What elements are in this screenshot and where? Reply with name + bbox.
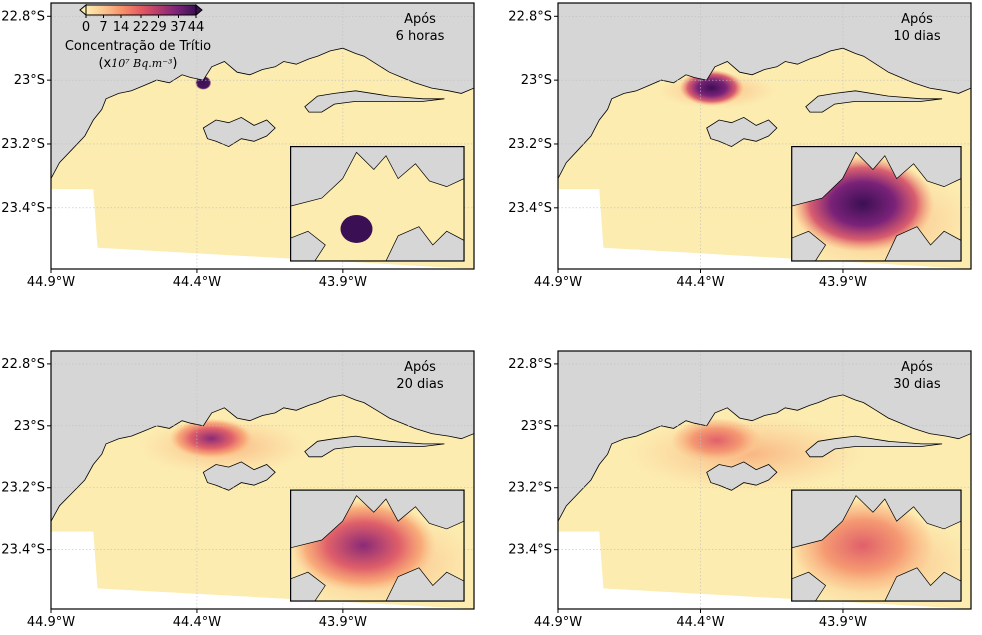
colorbar-tick-label: 14 bbox=[113, 20, 130, 35]
y-tick-label: 22.8°S bbox=[508, 9, 552, 24]
island bbox=[706, 116, 778, 148]
time-label-line1: Após bbox=[901, 360, 933, 375]
inset-zoom-map bbox=[791, 146, 962, 262]
colorbar-tick-label: 22 bbox=[133, 20, 150, 35]
y-tick-label: 23.4°S bbox=[508, 201, 552, 216]
time-label-line1: Após bbox=[404, 360, 436, 375]
panel-frame bbox=[50, 350, 475, 610]
map-panel-p3: Após 20 dias 22.8°S 23°S 23.2°S 23.4°S 44.9°W 4… bbox=[1, 350, 475, 630]
colorbar-right-extend bbox=[195, 3, 203, 17]
map-panel-p4: Após 30 dias 22.8°S 23°S 23.2°S 23.4°S 44.9°W 4… bbox=[508, 350, 972, 630]
x-tick-label: 44.4°W bbox=[173, 275, 221, 290]
inset-frame bbox=[290, 146, 465, 262]
x-tick-label: 43.9°W bbox=[819, 275, 867, 290]
inset-land bbox=[290, 230, 326, 261]
inset-plume bbox=[340, 214, 373, 243]
map-panel-p2: Após 10 dias 22.8°S 23°S 23.2°S 23.4°S 44.9°W 4… bbox=[508, 2, 972, 290]
sand-spit bbox=[304, 435, 445, 458]
y-tick-label: 23.4°S bbox=[1, 543, 45, 558]
island bbox=[202, 116, 276, 148]
x-tick-label: 43.9°W bbox=[319, 275, 367, 290]
x-tick-label: 43.9°W bbox=[819, 615, 867, 630]
inset-zoom-map bbox=[290, 489, 465, 602]
map-panel-p1: Após 6 horas 22.8°S 23°S 23.2°S 23.4°S 44.9°W 4… bbox=[1, 2, 475, 290]
y-tick-label: 23°S bbox=[14, 73, 45, 88]
inset-frame bbox=[791, 146, 962, 262]
y-tick-label: 23.4°S bbox=[1, 201, 45, 216]
colorbar-gradient bbox=[85, 4, 197, 16]
colorbar-tick-label: 7 bbox=[99, 20, 107, 35]
y-tick-label: 22.8°S bbox=[1, 9, 45, 24]
sand-spit bbox=[805, 435, 943, 458]
colorbar: 0 7 14 22 29 37 44 Concentração de Trítio (x10… bbox=[65, 3, 211, 71]
time-label-line2: 10 dias bbox=[893, 29, 941, 44]
inset-land bbox=[290, 146, 465, 207]
inset-frame bbox=[290, 489, 465, 602]
y-tick-label: 23.2°S bbox=[1, 481, 45, 496]
x-tick-label: 44.9°W bbox=[27, 615, 75, 630]
time-label-line2: 20 dias bbox=[396, 377, 444, 392]
x-tick-label: 44.9°W bbox=[534, 275, 582, 290]
inset-land bbox=[791, 230, 827, 261]
y-tick-label: 23.4°S bbox=[508, 543, 552, 558]
inset-land bbox=[791, 571, 827, 602]
y-tick-label: 23°S bbox=[14, 419, 45, 434]
sand-spit bbox=[304, 90, 445, 113]
x-tick-label: 44.4°W bbox=[173, 615, 221, 630]
inset-land bbox=[385, 567, 465, 602]
y-tick-label: 23.2°S bbox=[1, 137, 45, 152]
colorbar-tick-label: 37 bbox=[170, 20, 187, 35]
x-tick-label: 44.9°W bbox=[27, 275, 75, 290]
colorbar-tick-label: 29 bbox=[150, 20, 167, 35]
y-tick-label: 23.2°S bbox=[508, 481, 552, 496]
island bbox=[706, 461, 778, 491]
tritium-plume bbox=[679, 69, 744, 106]
inset-zoom-map bbox=[791, 489, 962, 602]
tritium-plume bbox=[169, 418, 254, 459]
time-label-line2: 6 horas bbox=[396, 29, 445, 44]
sand-spit bbox=[805, 90, 943, 113]
island bbox=[202, 461, 276, 491]
y-tick-label: 23.2°S bbox=[508, 137, 552, 152]
mainland bbox=[558, 3, 971, 179]
y-tick-label: 22.8°S bbox=[1, 357, 45, 372]
inset-land bbox=[385, 226, 465, 261]
tritium-plume bbox=[671, 418, 762, 463]
y-tick-label: 23°S bbox=[521, 419, 552, 434]
time-label-line1: Após bbox=[404, 12, 436, 27]
panel-frame bbox=[557, 2, 972, 270]
colorbar-title: Concentração de Trítio bbox=[65, 39, 211, 54]
inset-land bbox=[791, 146, 962, 207]
colorbar-tick-label: 0 bbox=[82, 20, 90, 35]
inset-land bbox=[791, 490, 962, 549]
y-tick-label: 23°S bbox=[521, 73, 552, 88]
inset-land bbox=[290, 571, 326, 602]
panel-frame bbox=[557, 350, 972, 610]
x-tick-label: 44.4°W bbox=[676, 615, 724, 630]
inset-zoom-map bbox=[290, 146, 465, 262]
x-tick-label: 44.9°W bbox=[534, 615, 582, 630]
y-tick-label: 22.8°S bbox=[508, 357, 552, 372]
inset-frame bbox=[791, 489, 962, 602]
colorbar-unit: (x10⁷ Bq.m⁻³) bbox=[98, 56, 177, 71]
inset-land bbox=[290, 490, 465, 549]
mainland bbox=[558, 351, 971, 522]
panel-frame bbox=[50, 2, 475, 270]
x-tick-label: 43.9°W bbox=[319, 615, 367, 630]
time-label-line2: 30 dias bbox=[893, 377, 941, 392]
x-tick-label: 44.4°W bbox=[676, 275, 724, 290]
colorbar-tick-label: 44 bbox=[188, 20, 205, 35]
time-label-line1: Após bbox=[901, 12, 933, 27]
